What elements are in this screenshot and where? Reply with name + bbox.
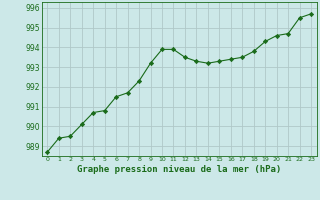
X-axis label: Graphe pression niveau de la mer (hPa): Graphe pression niveau de la mer (hPa): [77, 165, 281, 174]
